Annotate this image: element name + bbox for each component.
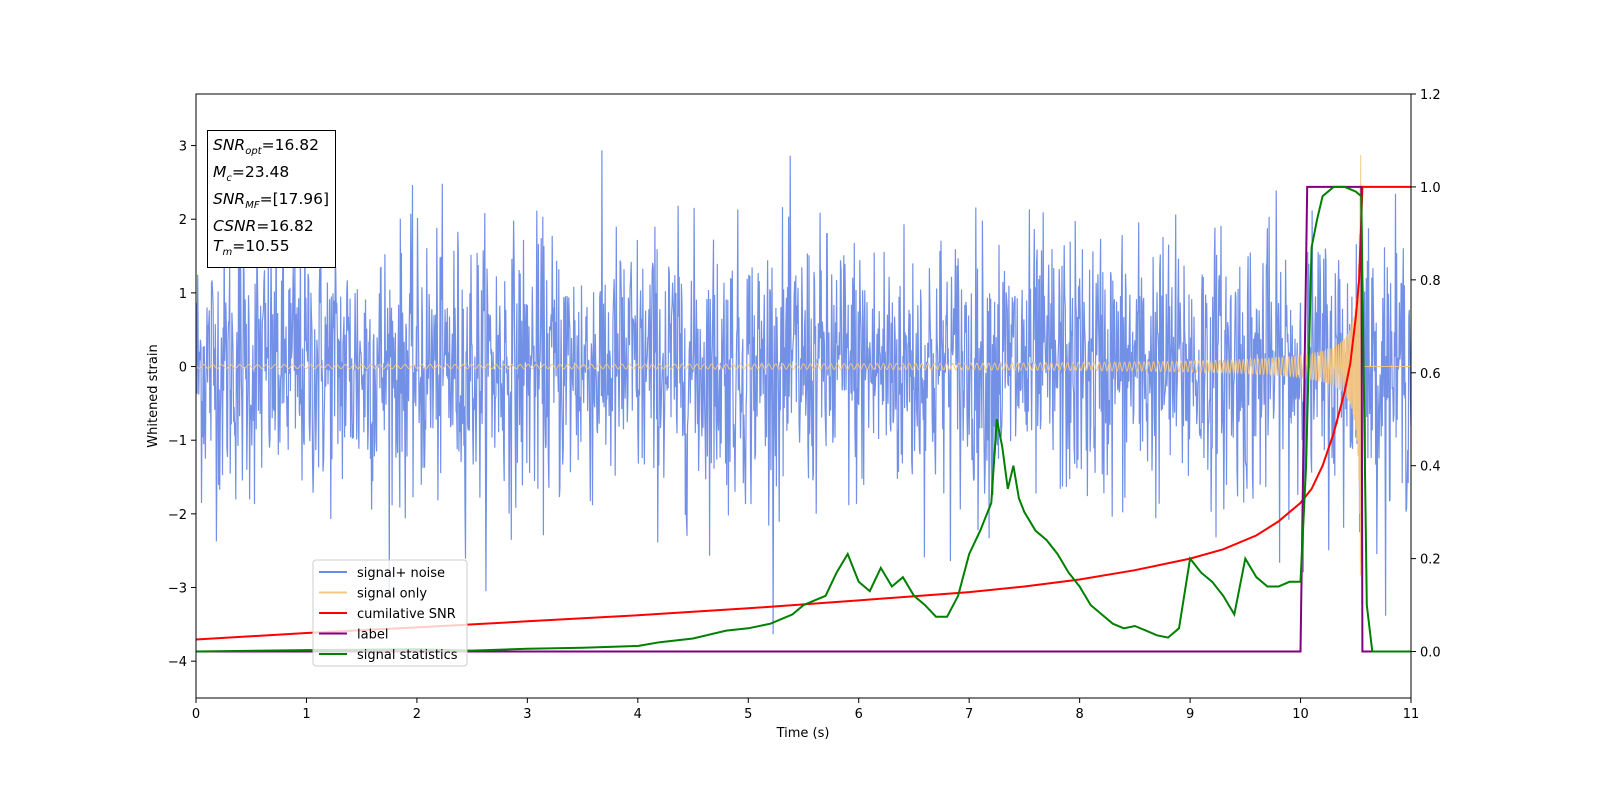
x-tick-label: 0 [192, 707, 200, 722]
series-signal-only-line [196, 155, 1411, 576]
x-tick-label: 2 [413, 707, 421, 722]
y-tick-label: 0 [179, 361, 187, 376]
csnr-value: 16.82 [269, 217, 314, 236]
x-tick-label: 7 [965, 707, 973, 722]
y-tick-label: −3 [168, 582, 187, 597]
series-signal-statistics-line [196, 185, 1411, 653]
legend: signal+ noise signal only cumilative SNR la… [312, 559, 468, 667]
x-tick-label: 4 [634, 707, 642, 722]
x-tick-label: 9 [1186, 707, 1194, 722]
y-tick-label: 3 [179, 140, 187, 155]
y-axis-label: Whitened strain [146, 344, 161, 447]
y2-tick-label: 1.0 [1420, 181, 1441, 196]
legend-label: label [357, 628, 388, 643]
x-axis-label: Time (s) [776, 726, 830, 741]
y-tick-label: −1 [168, 434, 187, 449]
csnr-line: CSNR=16.82 [213, 217, 314, 236]
legend-label: signal+ noise [357, 566, 445, 581]
mc-line: Mc=23.48 [213, 163, 290, 185]
plot-frame [195, 93, 1412, 699]
y-tick-label: −4 [168, 655, 187, 670]
x-tick-label: 10 [1292, 707, 1309, 722]
legend-label: signal statistics [357, 648, 458, 663]
y-axis-left: −4 −3 −2 −1 0 1 2 3 [168, 140, 196, 670]
snr-opt-line: SNRopt=16.82 [213, 136, 319, 158]
legend-label: signal only [357, 587, 427, 602]
y2-tick-label: 0.2 [1420, 553, 1441, 568]
x-tick-label: 5 [744, 707, 752, 722]
x-tick-label: 1 [302, 707, 310, 722]
legend-box [312, 559, 468, 667]
tm-value: 10.55 [245, 237, 290, 256]
snr-opt-value: 16.82 [274, 136, 319, 154]
tm-line: Tm=10.55 [213, 237, 290, 259]
mc-value: 23.48 [244, 163, 290, 182]
y-tick-label: 1 [179, 287, 187, 302]
legend-label: cumilative SNR [357, 607, 456, 622]
y2-tick-label: 0.0 [1420, 646, 1441, 661]
y-axis-right: 0.0 0.2 0.4 0.6 0.8 1.0 1.2 [1411, 88, 1441, 661]
y-tick-label: 2 [179, 213, 187, 228]
series-cumulative-snr-line [196, 185, 1411, 641]
y2-tick-label: 0.8 [1420, 274, 1441, 289]
x-tick-label: 6 [855, 707, 863, 722]
x-axis: 0 1 2 3 4 5 6 7 8 9 10 11 [192, 698, 1419, 722]
y-tick-label: −2 [168, 508, 187, 523]
x-tick-label: 3 [523, 707, 531, 722]
y2-tick-label: 0.4 [1420, 460, 1441, 475]
series-signal-noise-line [196, 150, 1411, 635]
x-tick-label: 11 [1403, 707, 1420, 722]
snr-mf-value: [17.96] [272, 190, 330, 209]
y2-tick-label: 0.6 [1420, 367, 1441, 382]
snr-mf-line: SNRMF=[17.96] [213, 190, 330, 212]
metrics-annotation-box: SNRopt=16.82 Mc=23.48 SNRMF=[17.96] CSNR… [207, 130, 337, 269]
series-layer [196, 150, 1411, 653]
x-tick-label: 8 [1075, 707, 1083, 722]
y2-tick-label: 1.2 [1420, 88, 1441, 103]
